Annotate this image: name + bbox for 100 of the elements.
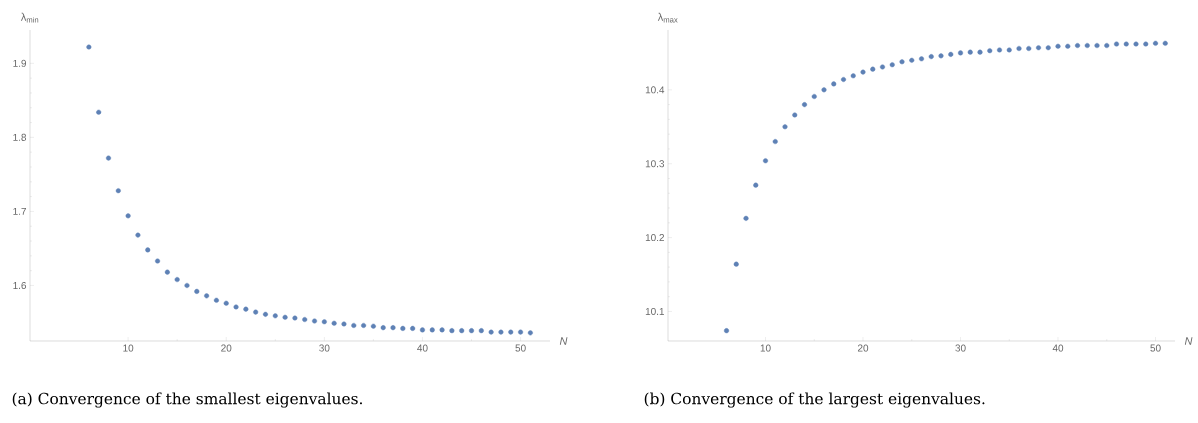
point	[1143, 41, 1149, 47]
point	[880, 64, 886, 70]
point	[282, 314, 288, 320]
y-tick-label: 10.2	[645, 234, 664, 242]
point	[1133, 41, 1139, 47]
point	[1045, 45, 1051, 51]
point	[1016, 45, 1022, 51]
point	[919, 56, 925, 62]
point	[272, 313, 278, 319]
point	[518, 329, 524, 335]
y-axis-title: λ$_{min}$	[20, 12, 39, 23]
point	[743, 215, 749, 221]
x-axis-title: N	[1184, 337, 1193, 345]
point	[253, 309, 259, 315]
point	[860, 69, 866, 75]
point	[429, 327, 435, 333]
y-tick-label: 10.4	[645, 86, 665, 94]
point	[204, 293, 210, 299]
x-tick-label: 50	[1150, 344, 1161, 352]
y-tick-label: 10.3	[645, 160, 665, 168]
point	[831, 81, 837, 87]
point	[1006, 47, 1012, 53]
point	[106, 155, 111, 161]
point	[967, 49, 973, 55]
x-tick-label: 10	[760, 344, 771, 352]
point	[312, 318, 318, 324]
point	[341, 321, 347, 327]
x-tick-label: 10	[123, 344, 134, 352]
point	[331, 320, 337, 326]
point	[1036, 45, 1042, 51]
point	[1114, 41, 1120, 47]
point	[233, 304, 239, 310]
point	[1065, 43, 1071, 49]
point	[478, 328, 484, 334]
point	[469, 328, 475, 334]
point	[1055, 43, 1061, 49]
point	[145, 247, 151, 253]
y-tick-label: 1.8	[13, 133, 27, 141]
point	[899, 59, 905, 65]
point	[733, 261, 739, 267]
x-axis-title: N	[559, 337, 568, 345]
point	[213, 297, 219, 303]
text: (b) Convergence of the largest eigenvalues.	[644, 392, 985, 408]
point	[419, 327, 425, 333]
text: (a) Convergence of the smallest eigenvalues.	[12, 392, 362, 408]
y-tick-label: 1.9	[13, 59, 27, 67]
point	[164, 269, 170, 275]
point	[958, 50, 964, 56]
point	[1094, 43, 1100, 49]
point	[96, 109, 102, 115]
point	[753, 182, 759, 188]
point	[1104, 43, 1110, 49]
point	[321, 319, 327, 325]
point	[380, 325, 386, 331]
point	[987, 48, 993, 54]
point	[361, 322, 367, 328]
point	[155, 258, 161, 264]
point	[977, 49, 983, 55]
y-axis-title: λ$_{max}$	[657, 12, 678, 23]
point	[938, 53, 944, 59]
point	[850, 73, 856, 79]
x-tick-label: 40	[1052, 344, 1064, 352]
point	[86, 44, 92, 50]
point	[410, 325, 416, 331]
point	[870, 66, 876, 72]
point	[782, 124, 788, 130]
point	[184, 282, 190, 288]
point	[292, 315, 298, 321]
point	[1123, 41, 1129, 47]
point	[174, 277, 180, 283]
point	[909, 57, 915, 63]
point	[527, 330, 533, 336]
point	[811, 93, 817, 99]
point	[1153, 40, 1159, 46]
x-tick-label: 30	[955, 344, 966, 352]
point	[821, 87, 827, 93]
point	[390, 325, 396, 331]
point	[763, 158, 769, 164]
point	[223, 300, 229, 306]
x-tick-label: 50	[515, 344, 526, 352]
point	[889, 62, 895, 68]
point	[400, 325, 406, 331]
point	[243, 306, 249, 312]
point	[135, 232, 141, 238]
x-tick-label: 30	[319, 344, 330, 352]
point	[194, 288, 200, 294]
point	[125, 213, 131, 219]
point	[370, 323, 376, 329]
point	[498, 329, 504, 335]
point	[1162, 40, 1168, 46]
y-tick-label: 1.7	[13, 207, 26, 215]
y-tick-label: 1.6	[13, 281, 27, 289]
point	[792, 112, 798, 118]
point	[351, 322, 357, 328]
point	[449, 328, 455, 334]
point	[724, 328, 730, 334]
point	[802, 102, 808, 108]
point	[115, 188, 121, 194]
point	[1075, 43, 1081, 49]
point	[1084, 43, 1090, 49]
